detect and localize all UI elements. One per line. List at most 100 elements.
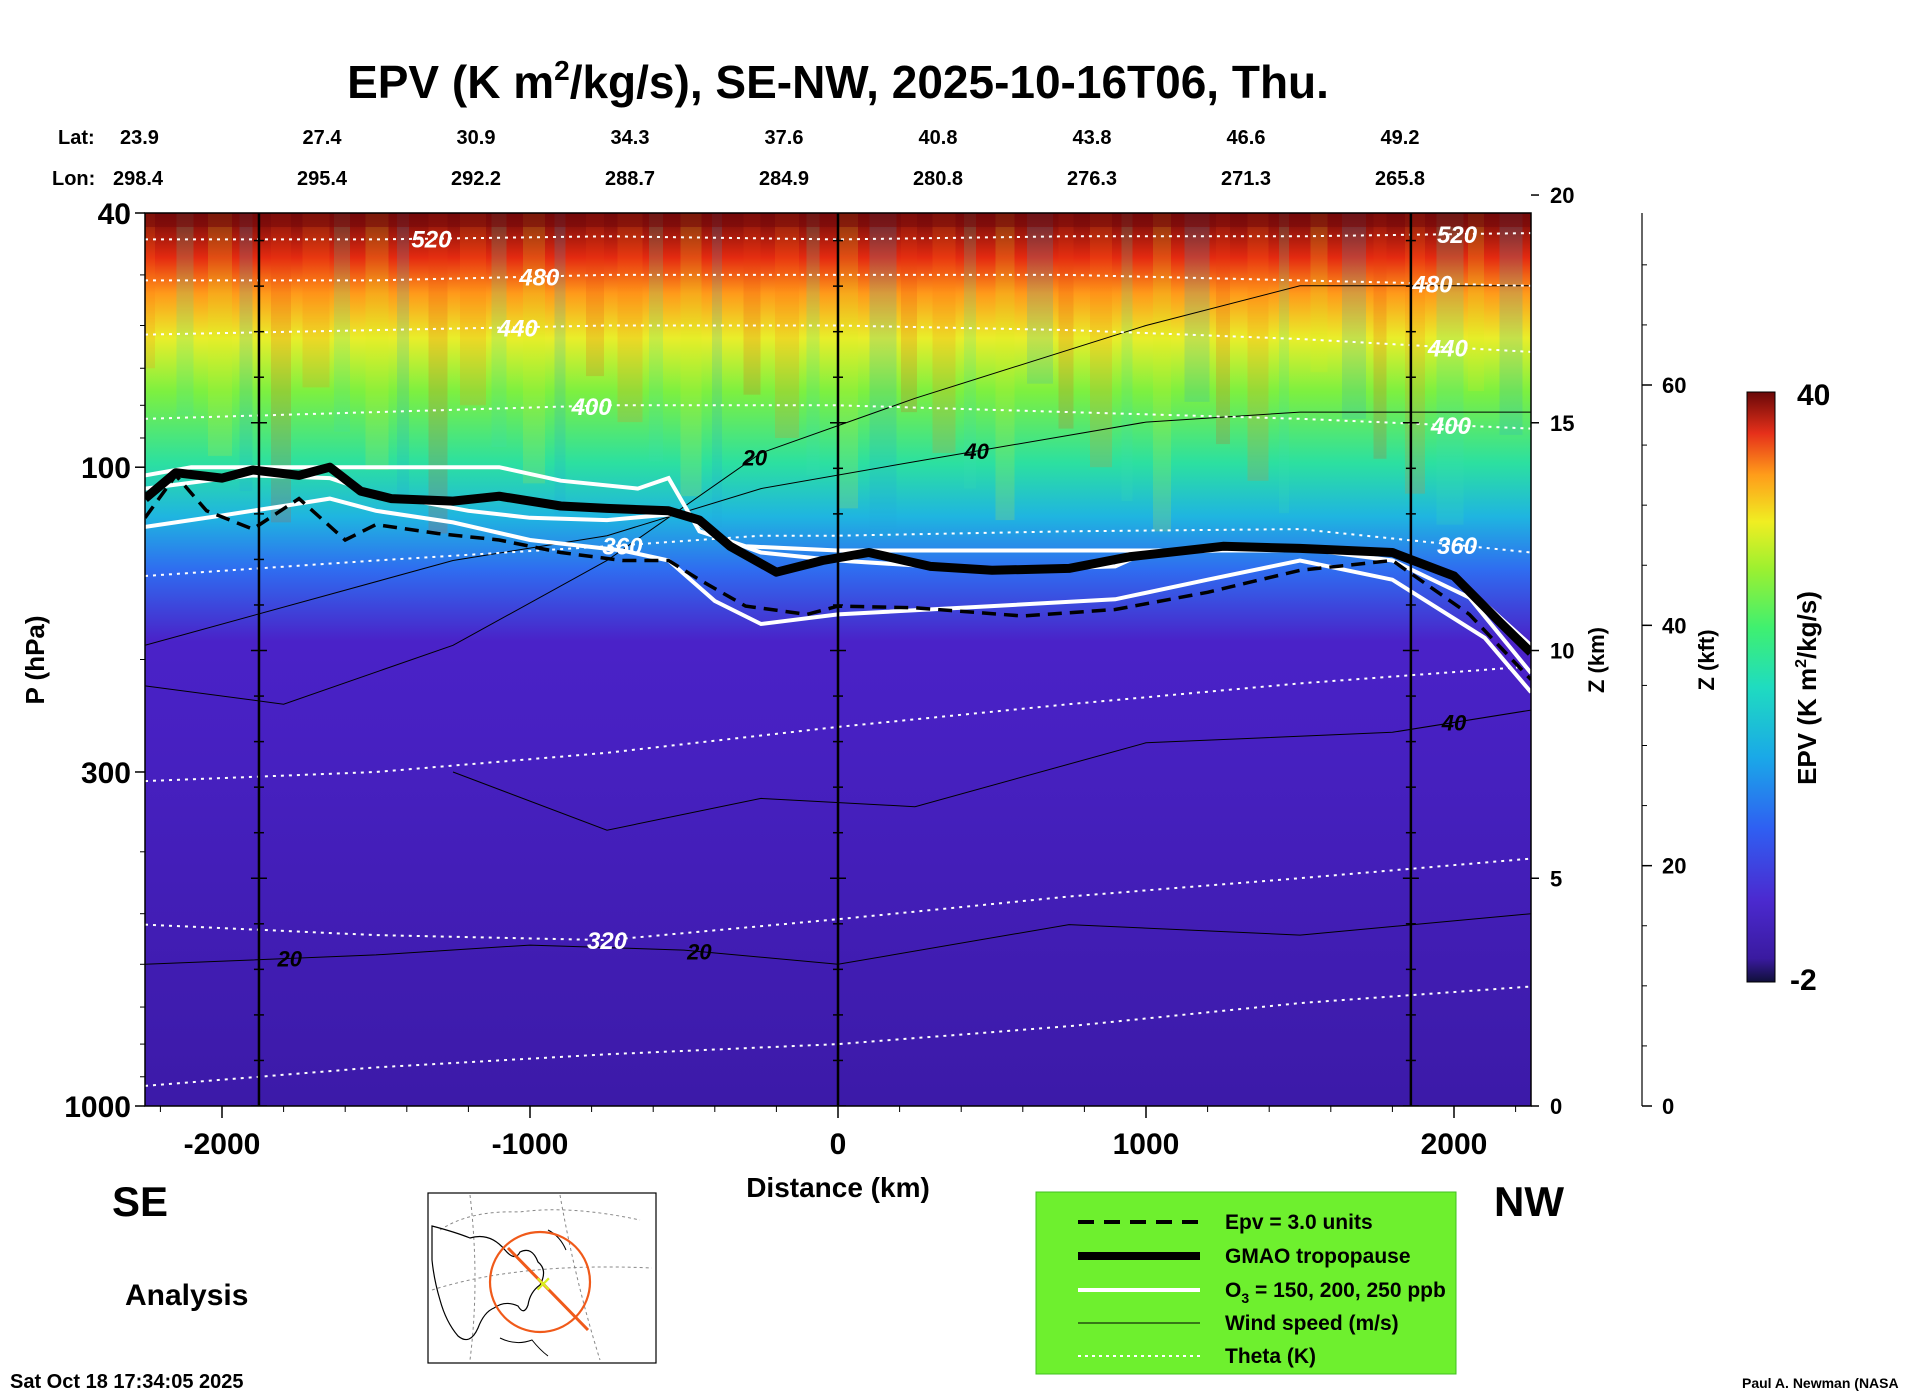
wind-speed-label: 40 (963, 439, 989, 464)
field-streak (1342, 213, 1366, 419)
field-streak (239, 213, 253, 492)
field-streak (1027, 213, 1053, 384)
pressure-axis: 40 100 300 1000 (64, 198, 145, 1124)
field-streak (428, 213, 448, 534)
field-streak (1373, 213, 1387, 459)
field-streak (806, 213, 820, 476)
tropopause-lines (145, 462, 1531, 681)
wind-speed-label: 20 (742, 445, 768, 470)
lat-value: 34.3 (611, 127, 650, 149)
x-tick-label: 0 (830, 1128, 847, 1161)
theta-label: 520 (411, 227, 452, 254)
x-tick-label: -2000 (184, 1128, 261, 1161)
field-streak (1216, 213, 1230, 445)
field-streak (712, 213, 722, 527)
theta-label: 360 (1437, 533, 1478, 560)
theta-label: 440 (497, 315, 539, 342)
theta-label: 480 (1411, 271, 1453, 298)
lat-value: 49.2 (1381, 127, 1420, 149)
field-streak (460, 213, 486, 406)
colorbar-min-label: -2 (1790, 964, 1817, 997)
field-streak (1405, 213, 1425, 494)
field-streak (932, 213, 956, 453)
zkft-tick-label: 60 (1662, 373, 1686, 398)
map-range-circle (488, 1230, 592, 1334)
field-streak (869, 213, 897, 538)
lat-header-label: Lat: (58, 127, 95, 149)
wind-speed-label: 40 (1441, 710, 1467, 735)
vertical-marker-lines (250, 213, 1419, 1106)
field-streak (491, 213, 507, 448)
field-streak (1310, 213, 1328, 373)
theta-label: 440 (1427, 335, 1469, 362)
lon-value: 284.9 (759, 168, 809, 190)
ozone-line-250 (145, 496, 1531, 694)
field-streak (617, 213, 643, 423)
gmao-tropopause-line (145, 462, 1531, 656)
zkft-tick-label: 20 (1662, 854, 1686, 879)
theta-label: 320 (587, 928, 628, 955)
field-streak (1436, 213, 1464, 525)
field-streak (397, 213, 409, 504)
x-tick-label: 1000 (1113, 1128, 1180, 1161)
field-streak (1247, 213, 1269, 481)
nw-direction-label: NW (1494, 1178, 1564, 1225)
zkft-tick-label: 0 (1662, 1094, 1674, 1119)
legend-ozone-label: O3 = 150, 200, 250 ppb (1225, 1279, 1446, 1306)
wind-speed-line (145, 285, 1531, 705)
altitude-kft-axis: 0 20 40 60 (1641, 213, 1686, 1119)
theta-label: 400 (571, 394, 613, 421)
theta-label: 400 (1430, 413, 1472, 440)
field-streak (838, 213, 858, 509)
z-km-axis-title: Z (km) (1584, 627, 1609, 693)
lon-value: 298.4 (113, 168, 164, 190)
lat-value: 23.9 (120, 127, 159, 149)
z-tick-label: 20 (1550, 183, 1574, 208)
field-streak (680, 213, 702, 497)
lat-value: 40.8 (919, 127, 958, 149)
p-tick-label: 100 (81, 452, 131, 485)
field-streak (964, 213, 976, 489)
altitude-km-axis: 0 5 10 15 20 (1531, 183, 1574, 1119)
field-streak (1121, 213, 1133, 502)
legend: Epv = 3.0 units GMAO tropopause O3 = 150… (1035, 1191, 1457, 1375)
zkft-tick-label: 40 (1662, 613, 1686, 638)
field-streak (1468, 213, 1484, 392)
analysis-label: Analysis (125, 1279, 248, 1312)
p-tick-label: 300 (81, 757, 131, 790)
contour-labels: 520 520 480 480 440 440 400 400 360 360 320 20 40 40 2… (277, 222, 1478, 971)
z-tick-label: 15 (1550, 411, 1574, 436)
p-tick-label: 40 (98, 198, 131, 231)
field-streak (334, 213, 350, 432)
wind-speed-line (452, 709, 1531, 831)
lon-header-label: Lon: (52, 168, 95, 190)
colorbar-max-label: 40 (1797, 379, 1830, 412)
chart-title: EPV (K m2/kg/s), SE-NW, 2025-10-16T06, T… (347, 55, 1329, 108)
field-streak (302, 213, 330, 388)
field-streak (176, 213, 194, 416)
legend-theta-label: Theta (K) (1225, 1345, 1316, 1368)
epv-3-line (145, 472, 1531, 681)
x-tick-label: 2000 (1421, 1128, 1488, 1161)
se-direction-label: SE (112, 1178, 168, 1225)
theta-label: 520 (1437, 222, 1478, 249)
continent-outline (431, 1225, 545, 1341)
wind-speed-label: 20 (277, 946, 303, 971)
field-streak (1184, 213, 1210, 402)
field-streak (1279, 213, 1289, 514)
field-streak (743, 213, 761, 395)
theta-label: 360 (602, 533, 643, 560)
legend-epv-label: Epv = 3.0 units (1225, 1211, 1373, 1234)
field-streak (145, 213, 155, 369)
inset-map: ✕ (427, 1192, 657, 1364)
map-transect-line (506, 1246, 590, 1332)
p-axis-title: P (hPa) (20, 615, 50, 704)
lat-value: 30.9 (457, 127, 496, 149)
legend-wind-label: Wind speed (m/s) (1225, 1312, 1399, 1335)
field-streak (1153, 213, 1171, 532)
lat-value: 43.8 (1073, 127, 1112, 149)
z-tick-label: 10 (1550, 639, 1574, 664)
z-tick-label: 5 (1550, 866, 1562, 891)
plot-area: 520 520 480 480 440 440 400 400 360 360 320 20 40 40 2… (145, 213, 1531, 1106)
lat-value: 46.6 (1227, 127, 1266, 149)
